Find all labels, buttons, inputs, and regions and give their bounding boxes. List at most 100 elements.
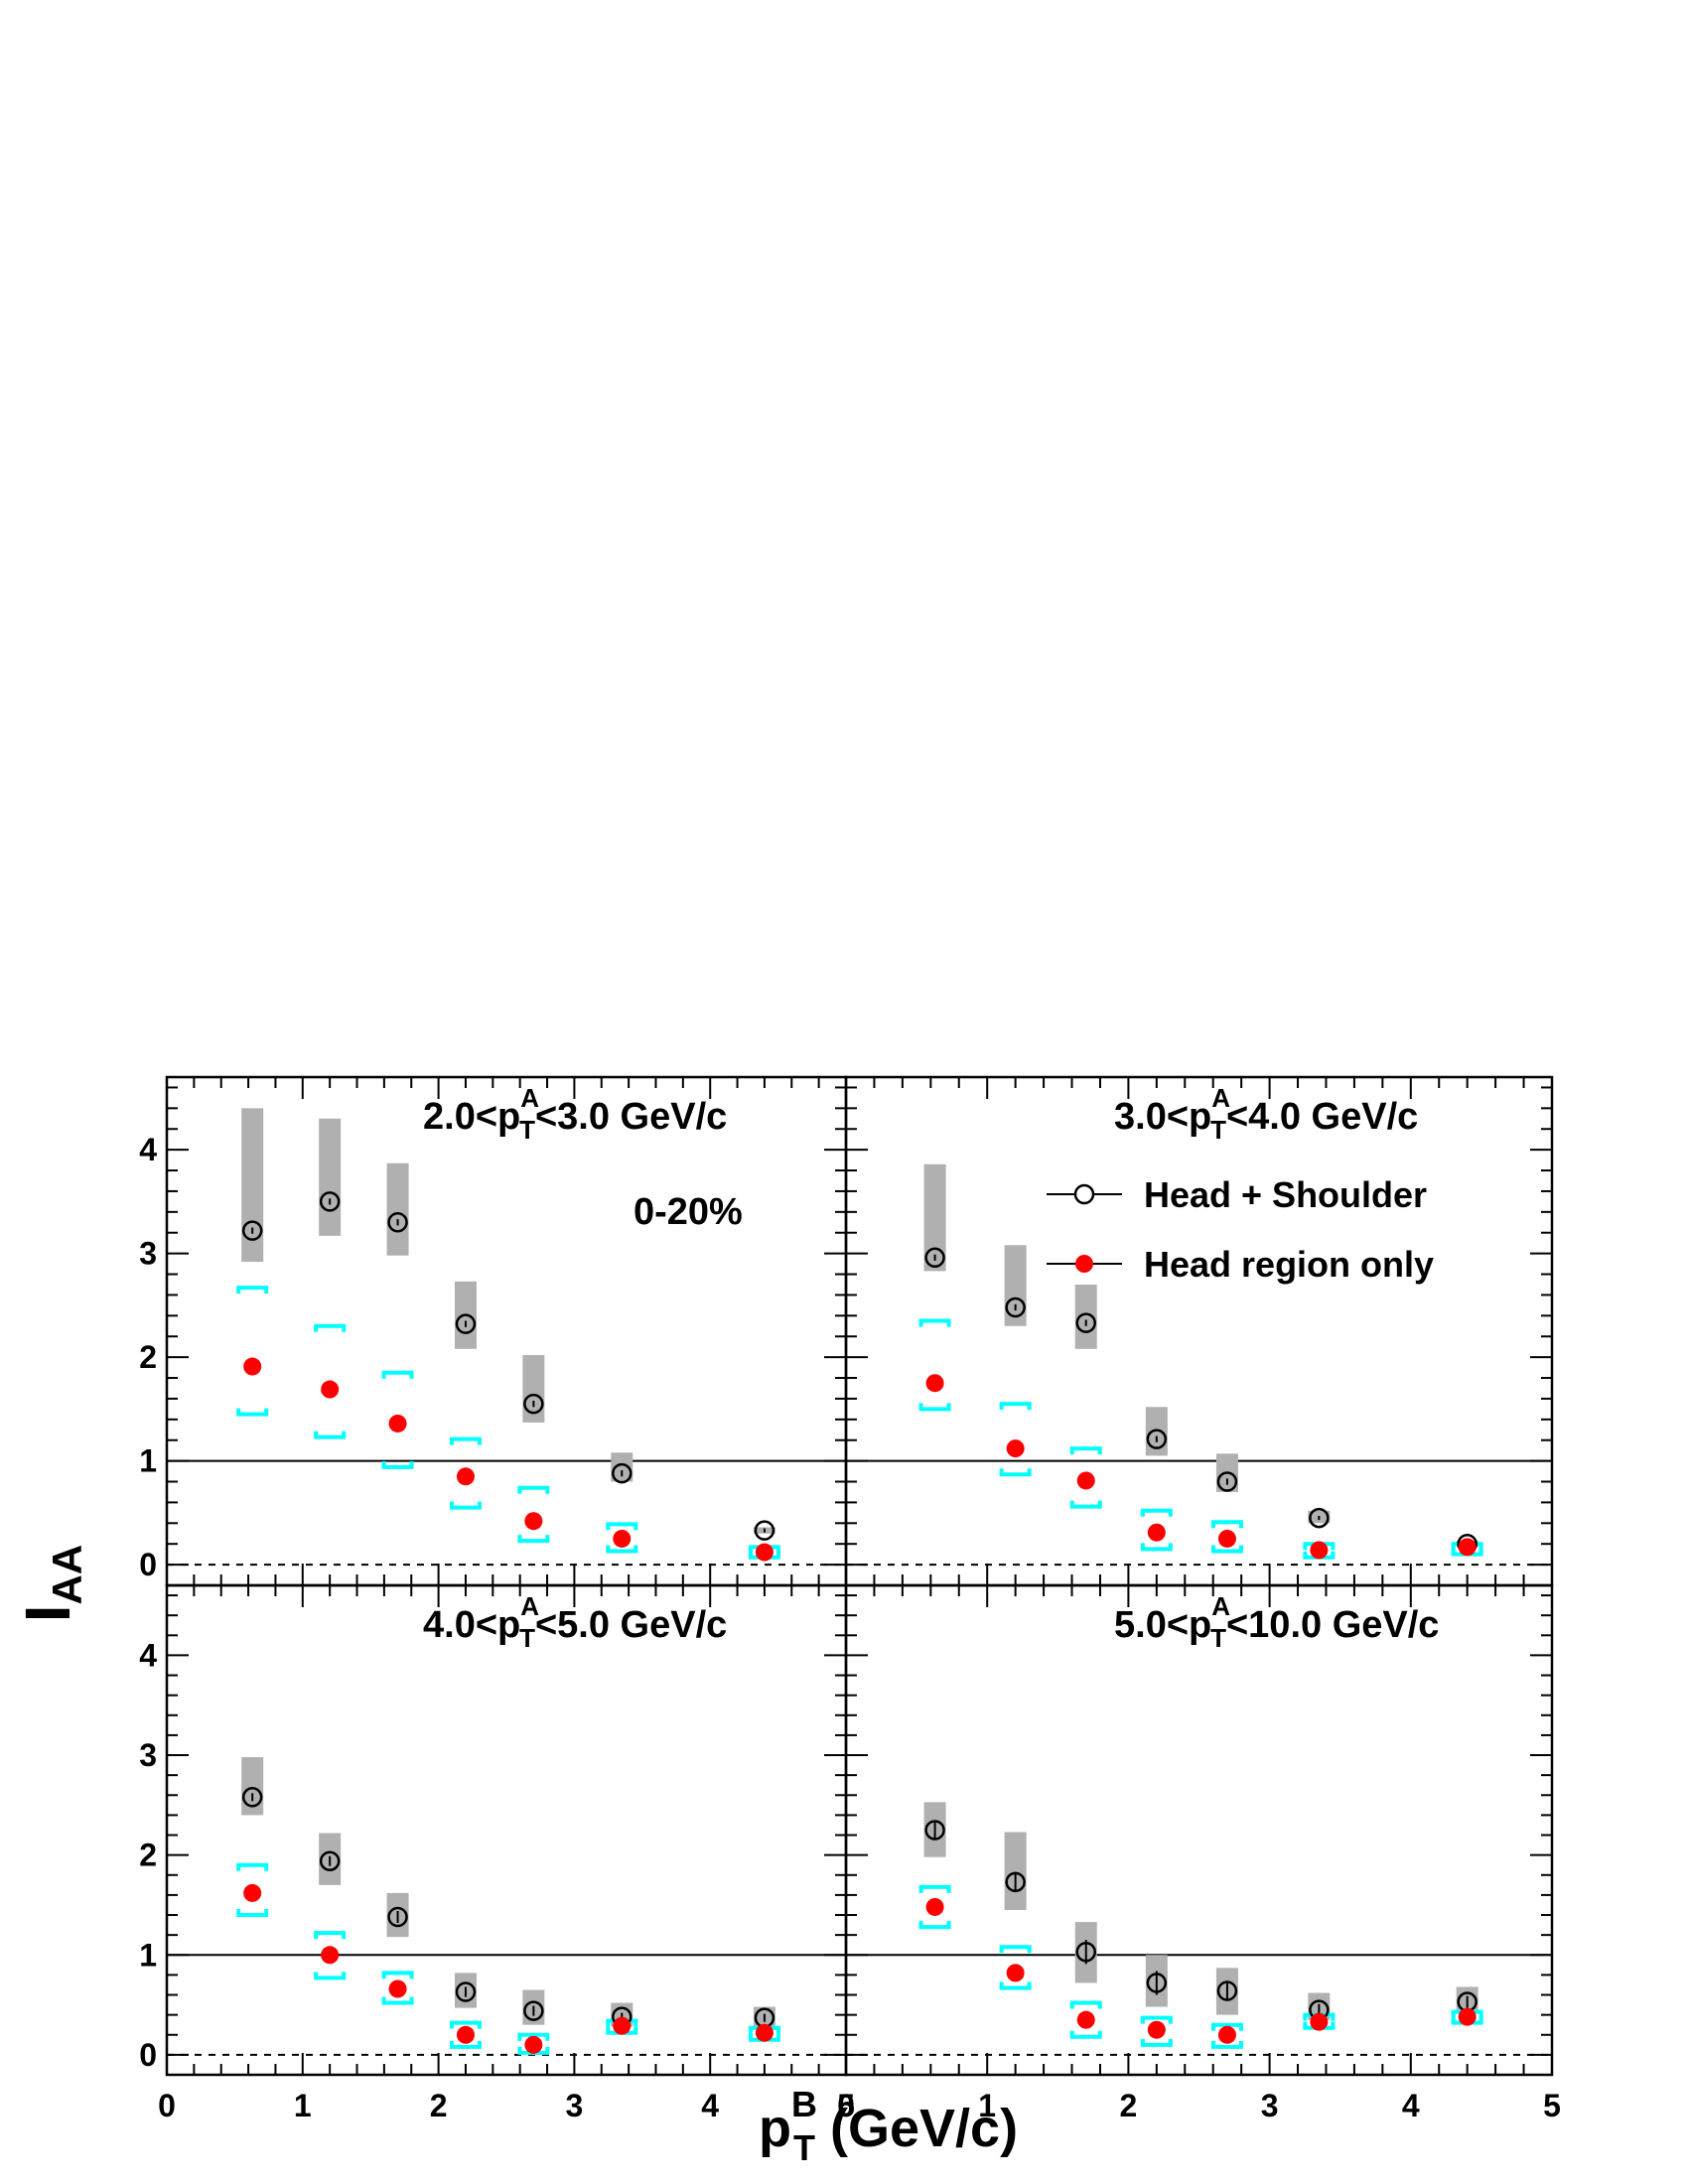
- y-tick-label: 4: [139, 1132, 157, 1167]
- head-only-sys-bracket-upper: [517, 2032, 550, 2041]
- head-only-point: [388, 1414, 407, 1433]
- head-only-sys-bracket-lower: [1069, 1500, 1102, 1509]
- head-only-sys-bracket-lower: [1140, 1543, 1173, 1552]
- x-tick-label: 1: [294, 2088, 312, 2123]
- x-axis-title-sub: T: [793, 2127, 815, 2168]
- y-axis-title-main: I: [12, 1604, 83, 1622]
- head-only-sys-bracket-upper: [381, 1971, 414, 1979]
- y-tick-label: 1: [139, 1443, 157, 1479]
- panel-label-prefix: 5.0<p: [1114, 1604, 1211, 1646]
- panel-label-sub: T: [519, 1623, 535, 1653]
- head-shoulder-sys-box: [241, 1757, 264, 1816]
- head-only-sys-bracket-lower: [999, 1981, 1032, 1990]
- head-shoulder-point: [455, 1313, 477, 1334]
- x-axis-title-main: p: [759, 2099, 791, 2158]
- head-only-sys-bracket-upper: [517, 1485, 550, 1494]
- y-axis-title: IAA: [12, 1545, 90, 1622]
- head-only-point: [321, 1380, 340, 1399]
- head-shoulder-sys-box: [1004, 1245, 1027, 1326]
- head-shoulder-point: [523, 1393, 544, 1415]
- head-only-sys-bracket-lower: [449, 1501, 482, 1510]
- head-only-point: [524, 2035, 543, 2054]
- head-shoulder-sys-box: [611, 1452, 633, 1482]
- x-axis-title-unit: (GeV/c): [815, 2099, 1018, 2158]
- head-only-sys-bracket-lower: [314, 1431, 347, 1439]
- head-shoulder-point: [523, 2000, 544, 2021]
- head-only-point: [1147, 2020, 1166, 2039]
- y-axis-title-sub: AA: [44, 1545, 90, 1605]
- head-only-point: [1217, 1529, 1236, 1548]
- panel-label-sub: T: [519, 1115, 535, 1145]
- head-only-point: [1076, 1471, 1095, 1490]
- head-shoulder-point: [924, 1247, 945, 1269]
- head-only-point: [524, 1512, 543, 1531]
- head-only-point: [1006, 1439, 1025, 1458]
- panel-4: 0 1 2 3 4 5 5.0<pA T<10.0 GeV/c: [837, 1583, 1561, 2123]
- panel-label-prefix: 4.0<p: [423, 1604, 520, 1646]
- x-tick-label: 2: [1120, 2088, 1138, 2123]
- head-shoulder-sys-box: [1004, 1832, 1027, 1910]
- head-only-sys-bracket-lower: [1140, 2038, 1173, 2047]
- head-only-point: [388, 1979, 407, 1998]
- legend-marker-filled: [1075, 1255, 1093, 1273]
- head-shoulder-sys-box: [522, 1355, 545, 1423]
- head-only-sys-bracket-upper: [918, 1884, 951, 1893]
- head-shoulder-point: [612, 1462, 633, 1484]
- head-shoulder-point: [754, 1520, 775, 1541]
- head-shoulder-point: [1005, 1871, 1026, 1893]
- head-only-point: [755, 2023, 774, 2042]
- axis-titles: IAA pB T (GeV/c): [12, 1545, 1018, 2168]
- head-shoulder-point: [241, 1787, 263, 1808]
- head-only-sys-bracket-upper: [449, 1436, 482, 1445]
- head-only-point: [925, 1897, 944, 1916]
- head-only-point: [613, 1529, 632, 1548]
- y-tick-label: 0: [139, 2037, 157, 2073]
- head-only-point: [1076, 2010, 1095, 2029]
- head-only-point: [1458, 2007, 1477, 2026]
- panel-label-suffix: <3.0 GeV/c: [535, 1096, 727, 1138]
- panel-frame: [844, 1583, 1554, 2077]
- head-shoulder-sys-box: [1074, 1284, 1097, 1349]
- head-only-point: [1458, 1538, 1477, 1557]
- panel-label: 5.0<pA T<10.0 GeV/c: [1114, 1591, 1439, 1653]
- head-shoulder-sys-box: [319, 1118, 342, 1236]
- head-only-sys-bracket-upper: [606, 1522, 638, 1531]
- panel-frame: [844, 1075, 1554, 1587]
- panel-frame: [165, 1075, 848, 1587]
- head-shoulder-point: [387, 1906, 408, 1928]
- centrality-label: 0-20%: [633, 1191, 743, 1233]
- panel-label-sup: A: [1211, 1083, 1230, 1113]
- head-only-point: [456, 1467, 475, 1486]
- head-only-point: [1006, 1964, 1025, 1982]
- legend-label: Head region only: [1144, 1244, 1434, 1285]
- head-shoulder-point: [1075, 1312, 1096, 1333]
- y-tick-label: 2: [139, 1838, 157, 1873]
- panel-label-sub: T: [1210, 1115, 1226, 1145]
- legend-marker-open: [1073, 1183, 1095, 1205]
- head-only-sys-bracket-upper: [1210, 1520, 1243, 1529]
- panel-label-suffix: <4.0 GeV/c: [1226, 1096, 1418, 1138]
- head-shoulder-point: [241, 1220, 263, 1241]
- head-only-sys-bracket-lower: [517, 1535, 550, 1544]
- head-shoulder-point: [387, 1212, 408, 1233]
- head-shoulder-point: [1075, 1941, 1096, 1963]
- y-tick-label: 2: [139, 1339, 157, 1375]
- head-only-sys-bracket-upper: [918, 1318, 951, 1327]
- head-shoulder-point: [319, 1850, 341, 1871]
- legend-label: Head + Shoulder: [1144, 1174, 1427, 1215]
- x-tick-label: 4: [701, 2088, 719, 2123]
- panel-label-sup: A: [520, 1083, 539, 1113]
- head-only-sys-bracket-lower: [236, 1909, 269, 1918]
- head-only-sys-bracket-lower: [381, 1996, 414, 2005]
- head-only-sys-bracket-upper: [236, 1862, 269, 1871]
- panel-label-sup: A: [1211, 1591, 1230, 1621]
- panel-label: 2.0<pA T<3.0 GeV/c: [423, 1083, 727, 1145]
- head-only-sys-bracket-lower: [314, 1972, 347, 1980]
- y-tick-label: 4: [139, 1637, 157, 1673]
- head-only-point: [755, 1543, 774, 1562]
- panel-label: 3.0<pA T<4.0 GeV/c: [1114, 1083, 1418, 1145]
- head-only-sys-bracket-lower: [449, 2040, 482, 2049]
- head-only-sys-bracket-upper: [381, 1370, 414, 1379]
- y-tick-label: 0: [139, 1547, 157, 1582]
